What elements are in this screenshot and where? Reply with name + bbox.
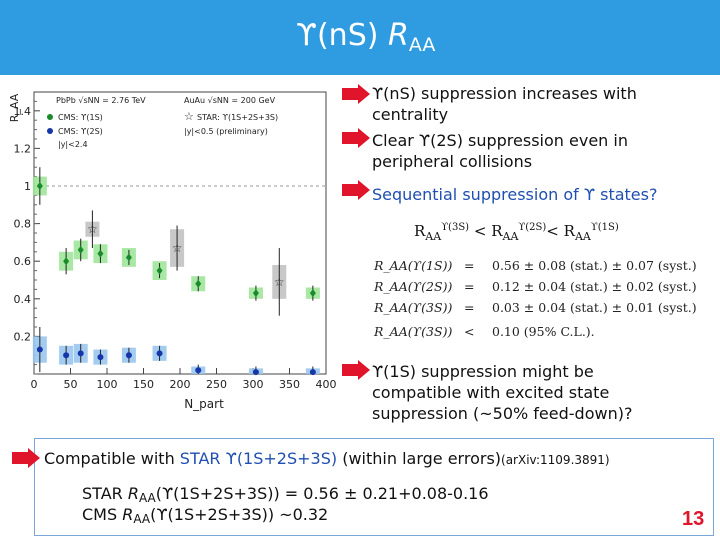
cms-2s-point (97, 354, 104, 361)
y-tick-label: 0.6 (14, 255, 32, 268)
raa-ordering: RAAϒ(3S) < RAAϒ(2S)< RAAϒ(1S) (414, 222, 619, 243)
result-value: 0.12 ± 0.04 (stat.) ± 0.02 (syst.) (492, 279, 697, 294)
x-tick-label: 100 (97, 378, 118, 391)
legend-text: CMS: ϒ(2S) (58, 127, 103, 136)
cms-1s-point (97, 249, 104, 258)
cms-2s-point (252, 369, 259, 376)
x-tick-label: 200 (170, 378, 191, 391)
result-value: 0.03 ± 0.04 (stat.) ± 0.01 (syst.) (492, 300, 697, 315)
cms-1s-point (77, 245, 84, 254)
x-tick-label: 50 (64, 378, 78, 391)
bullet-4-line-1: ϒ(1S) suppression might be (372, 362, 594, 381)
cms-1s-point (156, 266, 163, 275)
y-tick-label: 0.8 (14, 218, 32, 231)
result-value: 0.56 ± 0.08 (stat.) ± 0.07 (syst.) (492, 258, 697, 273)
legend-text: PbPb √sNN = 2.76 TeV (56, 96, 146, 105)
y-axis-label: R_AA (8, 93, 21, 122)
legend-text: CMS: ϒ(1S) (58, 113, 103, 122)
raa-plot: 0.2 0.4 0.6 0.8 1 1.2 1.4 0 50 100 150 200 250 300 350… (4, 78, 340, 414)
summary-box (34, 438, 714, 536)
legend-marker-2s (47, 128, 53, 134)
result-label: R_AA(ϒ(3S)) (374, 324, 453, 339)
bullet-2-line-2: peripheral collisions (372, 152, 533, 171)
cms-1s-point (195, 279, 202, 288)
bullet-1-line-1: ϒ(nS) suppression increases with (372, 84, 637, 103)
y-tick-label: 1.4 (14, 105, 32, 118)
bullet-4-line-3: suppression (~50% feed-down)? (372, 404, 633, 423)
cms-1s-point (63, 257, 70, 266)
x-tick-label: 400 (316, 378, 337, 391)
result-label: R_AA(ϒ(2S)) (374, 279, 453, 294)
x-tick-label: 150 (133, 378, 154, 391)
result-label: R_AA(ϒ(1S)) (374, 258, 453, 273)
cms-2s-point (125, 352, 132, 359)
star-point: ☆ (274, 275, 285, 289)
title-bar: ϒ(nS) RAA (0, 0, 720, 75)
bullet-3: Sequential suppression of ϒ states? (372, 185, 658, 204)
bullet-2-line-1: Clear ϒ(2S) suppression even in (372, 131, 628, 150)
cms-1s-point (125, 253, 132, 262)
result-label: R_AA(ϒ(3S)) (374, 300, 453, 315)
legend-text: |y|<0.5 (preliminary) (184, 127, 268, 136)
cms-2s-point (36, 346, 43, 353)
bullet-arrow-icon (342, 360, 370, 380)
star-point: ☆ (172, 241, 183, 255)
cms-2s-point (309, 369, 316, 376)
bullet-1-line-2: centrality (372, 105, 449, 124)
raa-results: R_AA(ϒ(1S)) = 0.56 ± 0.08 (stat.) ± 0.07… (374, 258, 709, 348)
cms-raa-line: CMS RAA(ϒ(1S+2S+3S)) ~0.32 (82, 505, 329, 526)
x-tick-label: 0 (31, 378, 38, 391)
y-tick-label: 1.2 (14, 142, 32, 155)
y-tick-label: 0.2 (14, 330, 32, 343)
cms-2s-point (156, 350, 163, 357)
bullet-arrow-icon (342, 128, 370, 148)
result-value: 0.10 (95% C.L.). (492, 324, 595, 339)
legend-text: |y|<2.4 (58, 140, 88, 149)
bullet-arrow-icon (12, 448, 40, 468)
star-point: ☆ (87, 222, 98, 236)
y-tick-label: 1 (24, 180, 31, 193)
page-number: 13 (682, 508, 705, 530)
star-raa-line: STAR RAA(ϒ(1S+2S+3S)) = 0.56 ± 0.21+0.08… (82, 484, 489, 505)
x-tick-label: 250 (206, 378, 227, 391)
cms-1s-point (36, 182, 43, 190)
slide-title: ϒ(nS) RAA (296, 18, 436, 56)
x-tick-label: 350 (279, 378, 300, 391)
result-relation: = (464, 258, 475, 273)
raa-plot-svg: 0.2 0.4 0.6 0.8 1 1.2 1.4 0 50 100 150 200 250 300 350… (8, 91, 337, 411)
bullet-arrow-icon (342, 180, 370, 200)
bullet-4-line-2: compatible with excited state (372, 383, 610, 402)
result-relation: = (464, 279, 475, 294)
legend-text: STAR: ϒ(1S+2S+3S) (197, 113, 278, 122)
x-axis-label: N_part (184, 397, 224, 411)
cms-2s-point (77, 350, 84, 357)
x-tick-label: 300 (243, 378, 264, 391)
cms-1s-point (309, 289, 316, 298)
legend-marker-1s (47, 114, 53, 120)
cms-2s-point (195, 367, 202, 374)
legend-marker-star: ☆ (184, 110, 194, 123)
compatible-line: Compatible with STAR ϒ(1S+2S+3S) (within… (44, 449, 610, 468)
result-relation: < (464, 324, 475, 339)
cms-1s-point (252, 289, 259, 298)
cms-2s-point (63, 352, 70, 359)
y-tick-label: 0.4 (14, 293, 32, 306)
result-relation: = (464, 300, 475, 315)
bullet-arrow-icon (342, 84, 370, 104)
legend-text: AuAu √sNN = 200 GeV (184, 96, 276, 105)
